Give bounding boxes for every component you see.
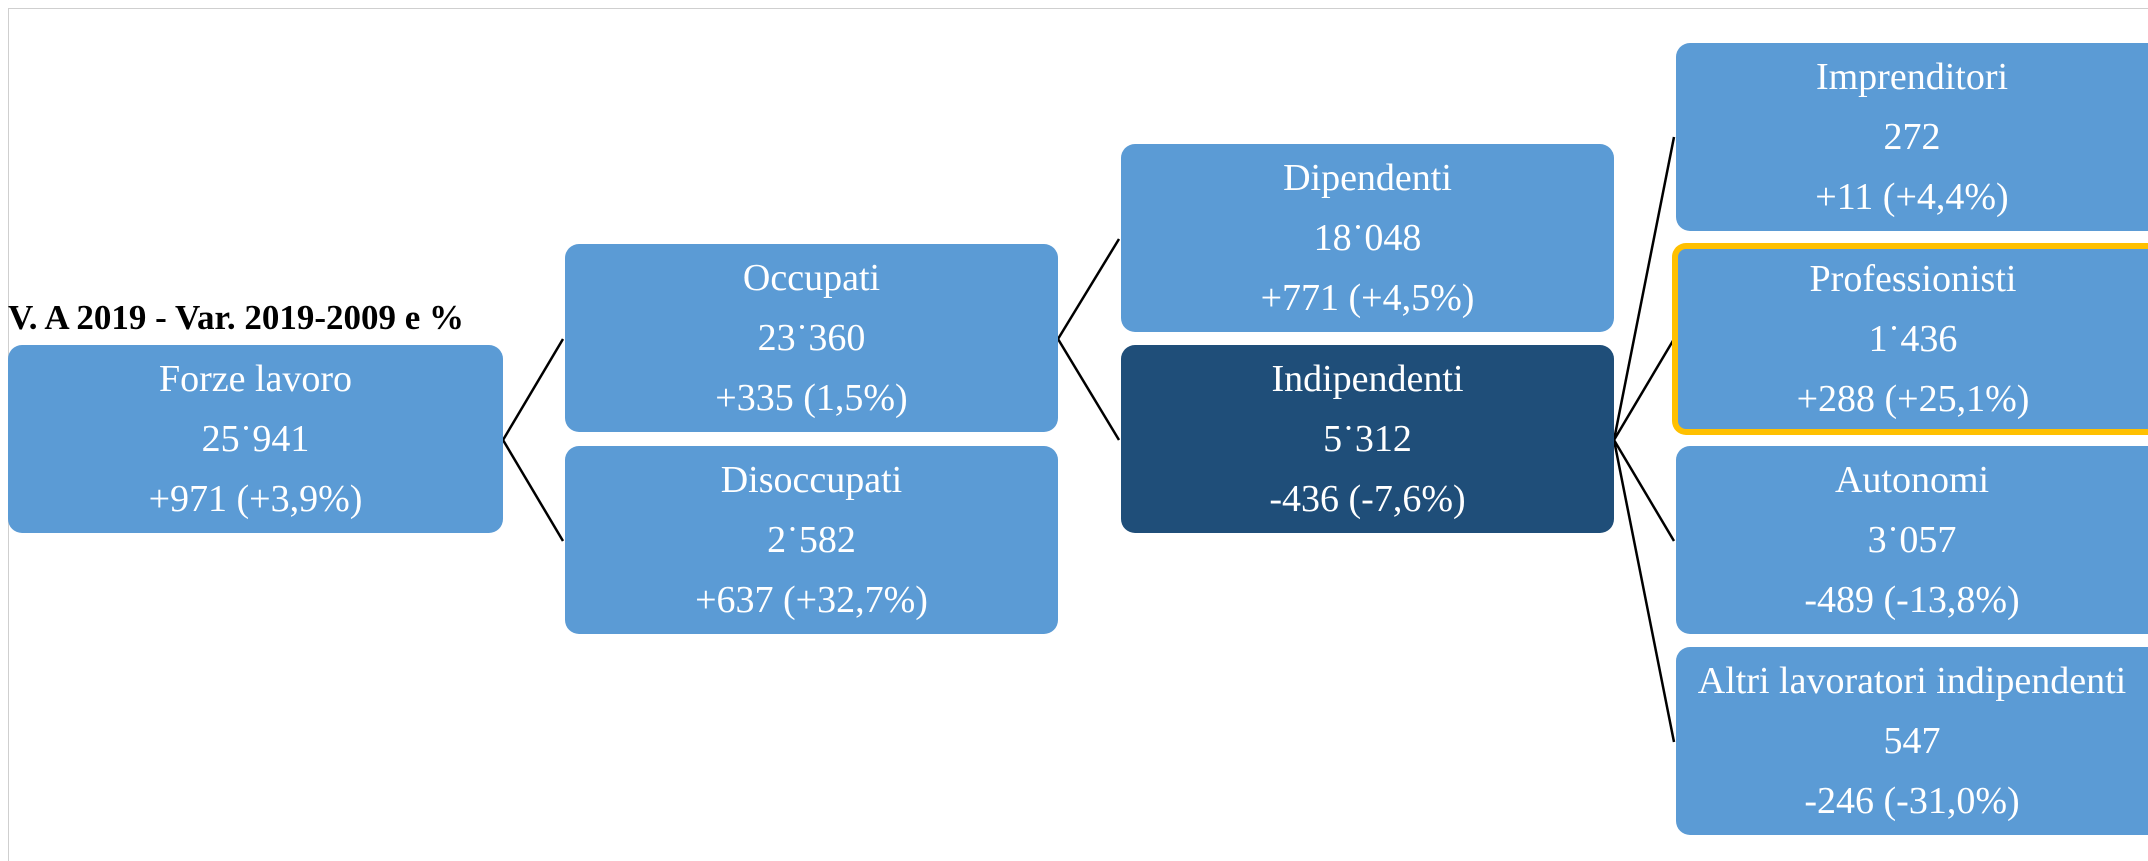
- node-value: 5˙312: [1323, 418, 1412, 460]
- node-change: +637 (+32,7%): [695, 579, 928, 621]
- connector-forze-disoccupati: [501, 439, 565, 542]
- node-value: 2˙582: [767, 519, 856, 561]
- connector-indipendenti-autonomi: [1612, 439, 1676, 542]
- connector-occupati-dipendenti: [1056, 238, 1121, 340]
- node-change: +335 (1,5%): [715, 377, 908, 419]
- node-change: +771 (+4,5%): [1260, 277, 1475, 319]
- node-indipendenti[interactable]: Indipendenti 5˙312 -436 (-7,6%): [1121, 345, 1614, 533]
- node-label: Occupati: [742, 257, 881, 299]
- node-imprenditori[interactable]: Imprenditori 272 +11 (+4,4%): [1676, 43, 2148, 231]
- node-value: 272: [1883, 116, 1941, 158]
- node-change: -246 (-31,0%): [1804, 780, 2020, 822]
- connector-occupati-indipendenti: [1056, 338, 1121, 441]
- node-value: 18˙048: [1313, 217, 1422, 259]
- node-autonomi[interactable]: Autonomi 3˙057 -489 (-13,8%): [1676, 446, 2148, 634]
- node-change: -436 (-7,6%): [1269, 478, 1466, 520]
- diagram-title: V. A 2019 - Var. 2019-2009 e %: [8, 298, 465, 337]
- node-dipendenti[interactable]: Dipendenti 18˙048 +771 (+4,5%): [1121, 144, 1614, 332]
- node-value: 547: [1883, 720, 1941, 762]
- node-value: 1˙436: [1868, 318, 1958, 360]
- connector-indipendenti-professionisti: [1612, 338, 1676, 441]
- node-occupati[interactable]: Occupati 23˙360 +335 (1,5%): [565, 244, 1058, 432]
- node-value: 23˙360: [757, 317, 866, 359]
- node-label: Professionisti: [1809, 258, 2017, 300]
- node-forze-lavoro[interactable]: Forze lavoro 25˙941 +971 (+3,9%): [8, 345, 503, 533]
- node-change: -489 (-13,8%): [1804, 579, 2020, 621]
- node-disoccupati[interactable]: Disoccupati 2˙582 +637 (+32,7%): [565, 446, 1058, 634]
- node-label: Autonomi: [1834, 459, 1990, 501]
- node-change: +971 (+3,9%): [148, 478, 363, 520]
- node-label: Disoccupati: [720, 459, 903, 501]
- connector-indipendenti-altri: [1612, 439, 1676, 743]
- connector-indipendenti-imprenditori: [1612, 136, 1676, 441]
- node-label: Imprenditori: [1815, 56, 2009, 98]
- node-label: Dipendenti: [1283, 157, 1452, 199]
- node-label: Forze lavoro: [158, 358, 353, 400]
- node-label: Indipendenti: [1271, 358, 1464, 400]
- node-value: 3˙057: [1867, 519, 1957, 561]
- node-label: Altri lavoratori indipendenti: [1697, 660, 2127, 702]
- node-altri-lavoratori-indipendenti[interactable]: Altri lavoratori indipendenti 547 -246 (…: [1676, 647, 2148, 835]
- node-professionisti[interactable]: Professionisti 1˙436 +288 (+25,1%): [1672, 243, 2148, 435]
- node-value: 25˙941: [201, 418, 310, 460]
- connector-forze-occupati: [501, 338, 565, 441]
- node-change: +11 (+4,4%): [1815, 176, 2009, 218]
- node-change: +288 (+25,1%): [1796, 378, 2030, 420]
